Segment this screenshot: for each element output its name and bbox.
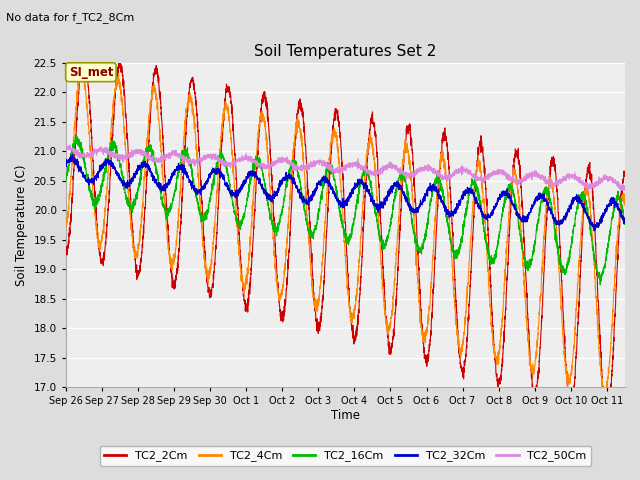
X-axis label: Time: Time <box>331 409 360 422</box>
Text: No data for f_TC2_8Cm: No data for f_TC2_8Cm <box>6 12 134 23</box>
Title: Soil Temperatures Set 2: Soil Temperatures Set 2 <box>254 44 436 59</box>
Y-axis label: Soil Temperature (C): Soil Temperature (C) <box>15 164 28 286</box>
Text: SI_met: SI_met <box>68 66 113 79</box>
Legend: TC2_2Cm, TC2_4Cm, TC2_16Cm, TC2_32Cm, TC2_50Cm: TC2_2Cm, TC2_4Cm, TC2_16Cm, TC2_32Cm, TC… <box>100 446 591 466</box>
